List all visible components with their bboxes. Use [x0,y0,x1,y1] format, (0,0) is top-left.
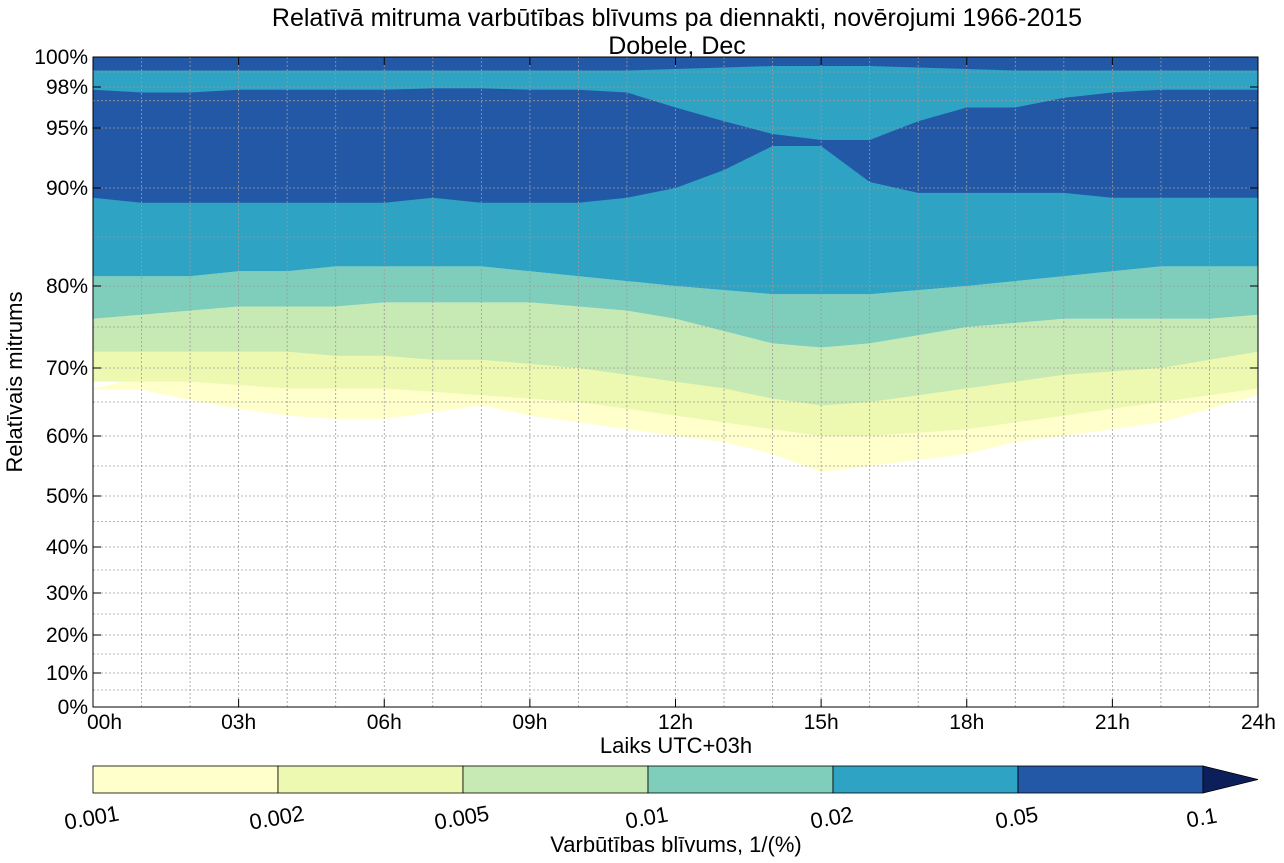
x-axis-label: Laiks UTC+03h [600,733,752,758]
colorbar-segment [92,765,279,794]
colorbar-segment [277,765,464,794]
x-tick-label: 03h [221,711,256,734]
colorbar-segment [1017,765,1204,794]
chart-subtitle: Dobele, Dec [608,32,746,60]
colorbar [92,765,1259,794]
x-tick-label: 06h [367,711,402,734]
chart-title: Relatīvā mitruma varbūtības blīvums pa d… [272,4,1082,32]
y-tick-label: 0% [58,696,88,719]
y-tick-label: 10% [46,662,88,685]
y-tick-label: 70% [46,357,88,380]
y-tick-label: 50% [46,485,88,508]
x-axis-ticks: 00h 03h 06h 09h 12h 15h 18h 21h 24h [87,57,1276,734]
colorbar-label: Varbūtības blīvums, 1/(%) [550,832,801,857]
colorbar-tick-label: 0.002 [247,801,306,835]
y-tick-label: 100% [34,46,88,69]
colorbar-tick-label: 0.001 [62,801,121,835]
y-axis-ticks: 0% 10% 20% 30% 40% 50% 60% 70% 80% 90% 95% 98% 100% [34,46,1258,719]
y-tick-label: 90% [46,177,88,200]
x-tick-label: 00h [87,711,122,734]
y-tick-label: 98% [46,76,88,99]
y-tick-label: 40% [46,536,88,559]
colorbar-tick-label: 0.02 [808,802,855,834]
grid-lines [93,57,1258,707]
y-tick-label: 80% [46,275,88,298]
x-tick-label: 12h [658,711,693,734]
y-tick-label: 60% [46,425,88,448]
colorbar-extend-arrow [1202,765,1259,794]
colorbar-segment [647,765,834,794]
colorbar-tick-label: 0.005 [432,801,491,835]
x-tick-label: 15h [804,711,839,734]
y-axis-label: Relatīvais mitrums [2,292,27,473]
colorbar-tick-label: 0.01 [623,802,670,834]
x-tick-label: 09h [512,711,547,734]
x-tick-label: 18h [949,711,984,734]
colorbar-tick-label: 0.1 [1184,803,1218,833]
y-tick-label: 30% [46,582,88,605]
x-tick-label: 21h [1095,711,1130,734]
colorbar-segment [832,765,1019,794]
x-tick-label: 24h [1241,711,1276,734]
y-tick-label: 95% [46,117,88,140]
colorbar-tick-labels: 0.001 0.002 0.005 0.01 0.02 0.05 0.1 [62,801,1219,835]
colorbar-segment [462,765,649,794]
colorbar-tick-label: 0.05 [993,802,1040,834]
y-tick-label: 20% [46,624,88,647]
